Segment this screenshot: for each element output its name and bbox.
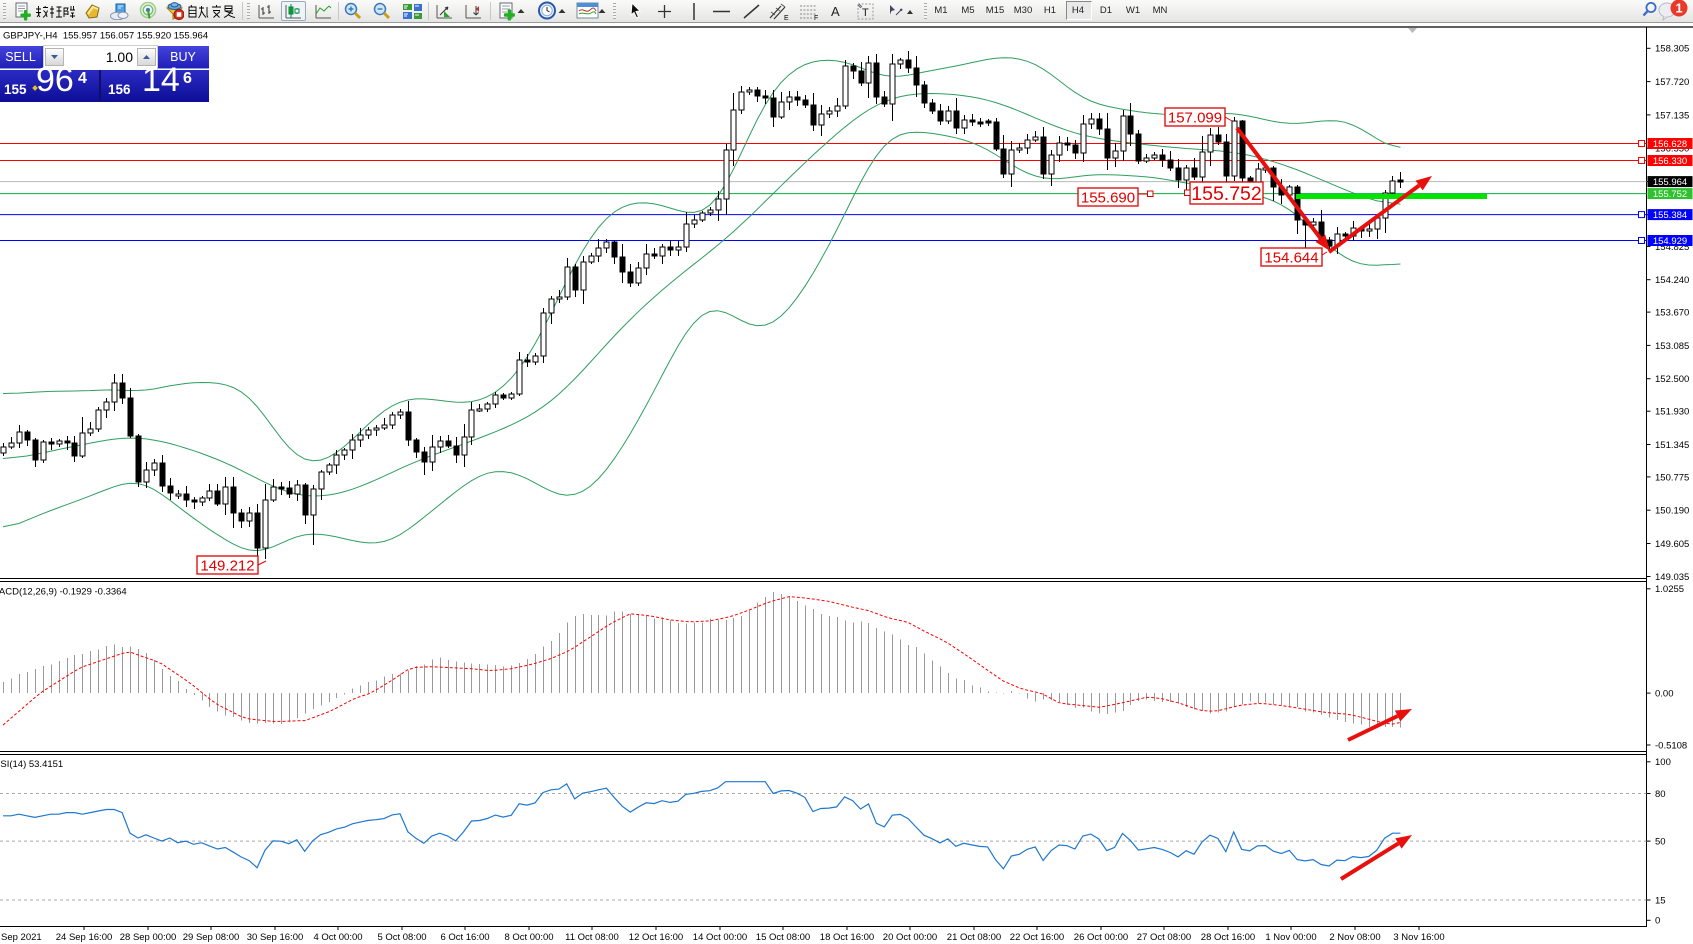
svg-text:14 Oct 00:00: 14 Oct 00:00 [693, 932, 747, 943]
svg-text:155.752: 155.752 [1191, 183, 1262, 205]
svg-text:22 Oct 16:00: 22 Oct 16:00 [1010, 932, 1064, 943]
svg-text:15 Oct 08:00: 15 Oct 08:00 [756, 932, 810, 943]
svg-text:RSI(14) 53.4151: RSI(14) 53.4151 [0, 759, 63, 770]
svg-text:2 Nov 08:00: 2 Nov 08:00 [1329, 932, 1380, 943]
svg-text:26 Oct 00:00: 26 Oct 00:00 [1074, 932, 1128, 943]
svg-text:E: E [784, 15, 789, 21]
svg-text:152.500: 152.500 [1655, 374, 1689, 385]
svg-text:155.384: 155.384 [1653, 210, 1687, 221]
svg-text:0.00: 0.00 [1655, 689, 1674, 700]
svg-text:1: 1 [1675, 1, 1682, 16]
svg-text:5 Oct 08:00: 5 Oct 08:00 [377, 932, 426, 943]
svg-text:156.330: 156.330 [1653, 156, 1687, 167]
svg-text:154.825: 154.825 [1655, 242, 1689, 253]
svg-text:153.085: 153.085 [1655, 341, 1689, 352]
svg-text:151.345: 151.345 [1655, 440, 1689, 451]
svg-text:154.644: 154.644 [1264, 249, 1318, 266]
svg-text:MACD(12,26,9) -0.1929 -0.3364: MACD(12,26,9) -0.1929 -0.3364 [0, 587, 127, 598]
svg-text:155.752: 155.752 [1653, 189, 1687, 200]
svg-text:F: F [814, 15, 818, 21]
svg-text:24 Sep 16:00: 24 Sep 16:00 [56, 932, 113, 943]
svg-text:29 Sep 08:00: 29 Sep 08:00 [183, 932, 240, 943]
svg-text:11 Oct 08:00: 11 Oct 08:00 [565, 932, 619, 943]
svg-text:157.099: 157.099 [1168, 109, 1222, 126]
svg-text:12 Oct 16:00: 12 Oct 16:00 [629, 932, 683, 943]
svg-text:3 Nov 16:00: 3 Nov 16:00 [1393, 932, 1444, 943]
svg-text:156.550: 156.550 [1655, 144, 1689, 155]
svg-text:21 Oct 08:00: 21 Oct 08:00 [947, 932, 1001, 943]
svg-text:T: T [862, 7, 869, 19]
svg-text:100: 100 [1655, 757, 1671, 768]
svg-text:4 Oct 00:00: 4 Oct 00:00 [313, 932, 362, 943]
svg-text:28 Sep 00:00: 28 Sep 00:00 [120, 932, 177, 943]
svg-text:20 Oct 00:00: 20 Oct 00:00 [883, 932, 937, 943]
svg-text:-0.5108: -0.5108 [1655, 740, 1687, 751]
svg-text:155.690: 155.690 [1081, 189, 1135, 206]
svg-text:149.035: 149.035 [1655, 572, 1689, 583]
svg-text:1 Nov 00:00: 1 Nov 00:00 [1265, 932, 1316, 943]
svg-text:80: 80 [1655, 789, 1666, 800]
svg-text:153.670: 153.670 [1655, 308, 1689, 319]
svg-text:18 Oct 16:00: 18 Oct 16:00 [820, 932, 874, 943]
svg-text:149.605: 149.605 [1655, 539, 1689, 550]
svg-text:156.628: 156.628 [1653, 139, 1687, 150]
svg-text:6 Oct 16:00: 6 Oct 16:00 [440, 932, 489, 943]
svg-text:151.930: 151.930 [1655, 407, 1689, 418]
svg-text:Sep 2021: Sep 2021 [1, 932, 42, 943]
svg-text:154.240: 154.240 [1655, 275, 1689, 286]
svg-text:15: 15 [1655, 895, 1666, 906]
svg-text:0: 0 [1655, 916, 1660, 927]
svg-text:GBPJPY-,H4 155.957 156.057 15: GBPJPY-,H4 155.957 156.057 155.920 155.9… [3, 31, 208, 42]
svg-text:158.305: 158.305 [1655, 44, 1689, 55]
svg-text:155.964: 155.964 [1653, 177, 1687, 188]
svg-text:8 Oct 00:00: 8 Oct 00:00 [504, 932, 553, 943]
svg-text:154.929: 154.929 [1653, 236, 1687, 247]
svg-text:150.775: 150.775 [1655, 472, 1689, 483]
svg-text:28 Oct 16:00: 28 Oct 16:00 [1201, 932, 1255, 943]
svg-text:1.0255: 1.0255 [1655, 584, 1684, 595]
svg-text:50: 50 [1655, 837, 1666, 848]
svg-text:150.190: 150.190 [1655, 506, 1689, 517]
svg-text:157.135: 157.135 [1655, 110, 1689, 121]
svg-text:157.720: 157.720 [1655, 77, 1689, 88]
svg-text:27 Oct 08:00: 27 Oct 08:00 [1137, 932, 1191, 943]
svg-text:149.212: 149.212 [200, 557, 254, 574]
svg-text:30 Sep 16:00: 30 Sep 16:00 [247, 932, 304, 943]
